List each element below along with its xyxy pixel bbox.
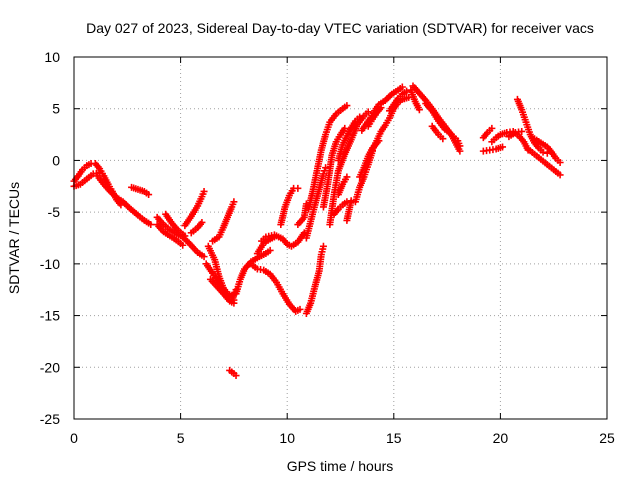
data-point <box>179 241 187 249</box>
axis-ticks: 0 5 10 15 20 25 10 5 0 -5 -10 -15 -20 -25 <box>40 49 615 446</box>
y-tick-label: -15 <box>40 308 60 324</box>
x-tick-label: 20 <box>493 430 509 446</box>
y-tick-label: 10 <box>44 49 60 65</box>
data-point <box>200 253 208 261</box>
data-point <box>356 113 364 121</box>
data-point <box>181 232 189 240</box>
data-point <box>488 124 496 132</box>
gridlines <box>74 57 607 419</box>
data-point <box>539 148 547 156</box>
x-tick-label: 15 <box>386 430 402 446</box>
data-point <box>296 305 304 313</box>
data-point <box>232 372 240 380</box>
y-tick-label: -5 <box>48 204 61 220</box>
data-point <box>198 218 206 226</box>
chart-title: Day 027 of 2023, Sidereal Day-to-day VTE… <box>86 20 594 36</box>
data-point <box>343 102 351 110</box>
data-point <box>343 173 351 181</box>
y-tick-label: 5 <box>52 101 60 117</box>
data-point <box>319 242 327 250</box>
data-point <box>270 231 278 239</box>
y-tick-label: -10 <box>40 256 60 272</box>
x-tick-label: 0 <box>70 430 78 446</box>
data-point <box>230 299 238 307</box>
data-point <box>377 104 385 112</box>
data-point <box>398 83 406 91</box>
data-point <box>364 108 372 116</box>
data-points <box>70 82 564 380</box>
y-tick-label: 0 <box>52 152 60 168</box>
x-tick-label: 10 <box>279 430 295 446</box>
y-tick-label: -25 <box>40 411 60 427</box>
data-point <box>230 198 238 206</box>
data-point <box>456 142 464 150</box>
data-point <box>147 221 155 229</box>
x-axis-label: GPS time / hours <box>287 458 394 474</box>
data-point <box>145 191 153 199</box>
x-tick-label: 25 <box>599 430 615 446</box>
data-point <box>518 127 526 135</box>
y-tick-label: -20 <box>40 359 60 375</box>
data-point <box>200 187 208 195</box>
data-point <box>439 135 447 143</box>
data-point <box>294 184 302 192</box>
data-point <box>403 87 411 95</box>
data-point <box>266 246 274 254</box>
y-axis-label: SDTVAR / TECUs <box>6 182 22 294</box>
data-point <box>499 143 507 151</box>
data-point <box>347 197 355 205</box>
data-point <box>415 106 423 114</box>
plot-frame <box>73 56 608 420</box>
data-point <box>343 198 351 206</box>
data-point <box>556 171 564 179</box>
x-tick-label: 5 <box>177 430 185 446</box>
data-point <box>322 164 330 172</box>
data-point <box>556 158 564 166</box>
data-point <box>341 124 349 132</box>
